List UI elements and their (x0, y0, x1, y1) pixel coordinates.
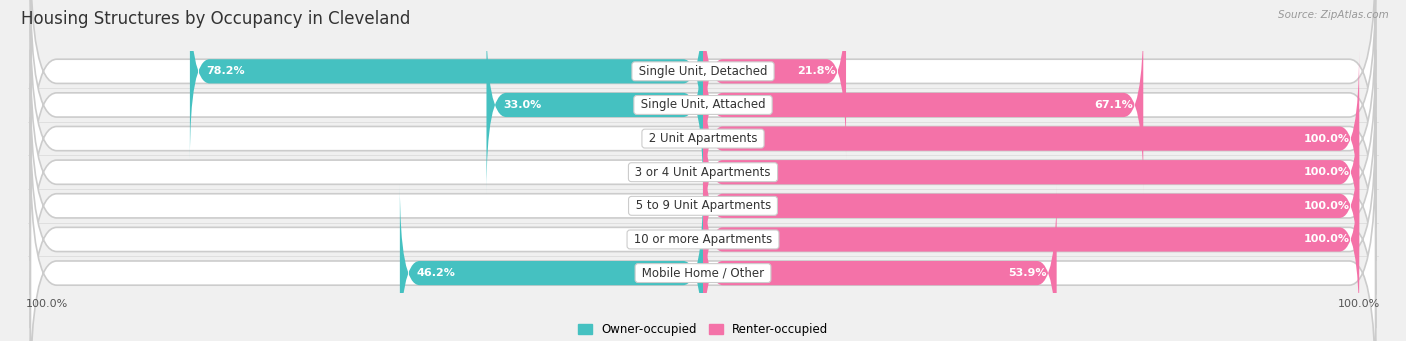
Text: 0.0%: 0.0% (665, 134, 693, 144)
Text: Mobile Home / Other: Mobile Home / Other (638, 267, 768, 280)
Text: 46.2%: 46.2% (416, 268, 456, 278)
Text: 100.0%: 100.0% (1303, 235, 1350, 244)
FancyBboxPatch shape (31, 117, 1375, 341)
Text: 21.8%: 21.8% (797, 66, 837, 76)
Text: 53.9%: 53.9% (1008, 268, 1047, 278)
FancyBboxPatch shape (703, 50, 1360, 227)
Text: Housing Structures by Occupancy in Cleveland: Housing Structures by Occupancy in Cleve… (21, 10, 411, 28)
FancyBboxPatch shape (31, 16, 1375, 261)
Text: 0.0%: 0.0% (665, 201, 693, 211)
Text: 5 to 9 Unit Apartments: 5 to 9 Unit Apartments (631, 199, 775, 212)
Legend: Owner-occupied, Renter-occupied: Owner-occupied, Renter-occupied (572, 318, 834, 341)
FancyBboxPatch shape (190, 0, 703, 160)
Text: 78.2%: 78.2% (207, 66, 245, 76)
FancyBboxPatch shape (31, 0, 1375, 194)
Text: 100.0%: 100.0% (1303, 167, 1350, 177)
Text: Single Unit, Attached: Single Unit, Attached (637, 99, 769, 112)
Text: 33.0%: 33.0% (503, 100, 541, 110)
FancyBboxPatch shape (31, 50, 1375, 295)
FancyBboxPatch shape (31, 151, 1375, 341)
FancyBboxPatch shape (31, 84, 1375, 328)
Text: 10 or more Apartments: 10 or more Apartments (630, 233, 776, 246)
Text: 67.1%: 67.1% (1095, 100, 1133, 110)
FancyBboxPatch shape (486, 16, 703, 194)
FancyBboxPatch shape (703, 16, 1143, 194)
Text: 0.0%: 0.0% (665, 167, 693, 177)
FancyBboxPatch shape (703, 184, 1057, 341)
Text: Single Unit, Detached: Single Unit, Detached (636, 65, 770, 78)
Text: Source: ZipAtlas.com: Source: ZipAtlas.com (1278, 10, 1389, 20)
Text: 100.0%: 100.0% (1303, 201, 1350, 211)
Text: 3 or 4 Unit Apartments: 3 or 4 Unit Apartments (631, 166, 775, 179)
Text: 2 Unit Apartments: 2 Unit Apartments (645, 132, 761, 145)
FancyBboxPatch shape (703, 0, 846, 160)
FancyBboxPatch shape (703, 151, 1360, 328)
FancyBboxPatch shape (703, 117, 1360, 295)
Text: 0.0%: 0.0% (665, 235, 693, 244)
Text: 100.0%: 100.0% (1303, 134, 1350, 144)
FancyBboxPatch shape (31, 0, 1375, 227)
FancyBboxPatch shape (703, 84, 1360, 261)
FancyBboxPatch shape (399, 184, 703, 341)
